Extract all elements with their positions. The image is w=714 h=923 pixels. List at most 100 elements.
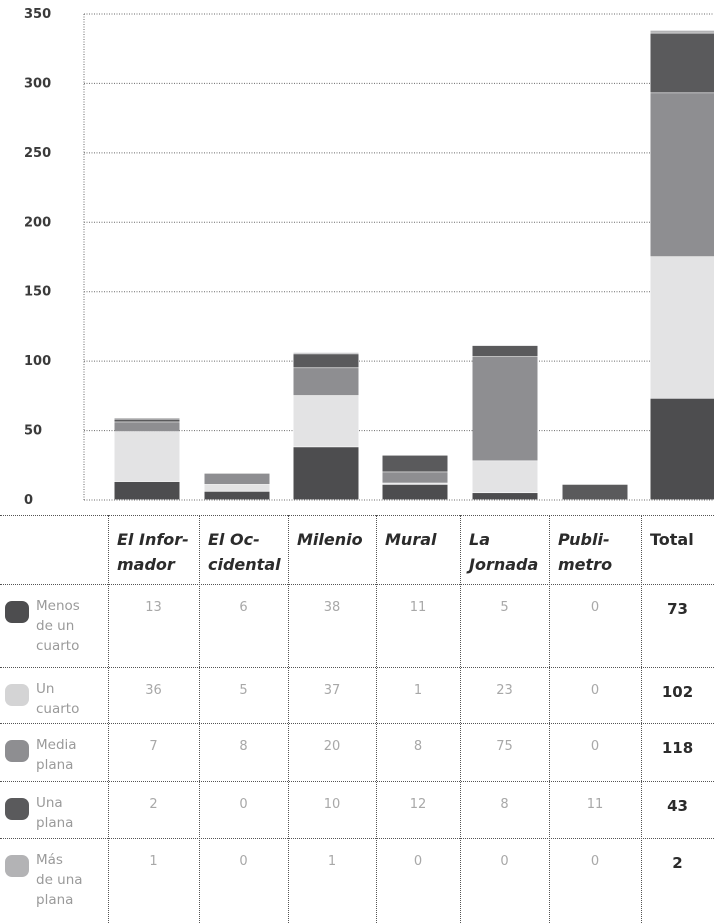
total-cell: 102 bbox=[661, 683, 694, 701]
bar-segment bbox=[650, 257, 714, 399]
table-column-divider bbox=[199, 515, 200, 923]
table-cell: 10 bbox=[323, 797, 341, 812]
table-column-divider bbox=[460, 515, 461, 923]
legend-swatch bbox=[5, 740, 29, 762]
y-tick-label: 250 bbox=[24, 146, 51, 161]
bar-segment bbox=[382, 483, 448, 485]
table-cell: 36 bbox=[145, 683, 162, 698]
table-cell: 8 bbox=[500, 797, 509, 812]
table-cell: 5 bbox=[239, 683, 248, 698]
bar-segment bbox=[293, 395, 359, 447]
bar-segment bbox=[114, 431, 180, 482]
column-header: El Infor-mador bbox=[117, 527, 196, 577]
y-tick-label: 200 bbox=[24, 215, 51, 230]
row-label-line: plana bbox=[36, 892, 74, 908]
table-cell: 2 bbox=[149, 797, 158, 812]
table-cell: 5 bbox=[500, 600, 509, 615]
table-cell: 0 bbox=[500, 854, 509, 869]
table-cell: 20 bbox=[323, 739, 341, 754]
row-label-line: Media bbox=[36, 737, 77, 753]
table-column-divider bbox=[108, 515, 109, 923]
bar-segment bbox=[114, 418, 180, 419]
table-cell: 0 bbox=[413, 854, 423, 869]
total-cell: 118 bbox=[661, 739, 694, 757]
y-tick-label: 100 bbox=[24, 354, 51, 369]
table-cell: 23 bbox=[496, 683, 513, 698]
column-header-line: El Oc- bbox=[208, 530, 260, 549]
column-header: Mural bbox=[385, 527, 457, 552]
legend-swatch bbox=[5, 601, 29, 623]
bar-segment bbox=[382, 472, 448, 483]
table-cell: 1 bbox=[149, 854, 158, 869]
table-cell: 8 bbox=[239, 739, 248, 754]
table-cell: 38 bbox=[323, 600, 341, 615]
table-cell: 0 bbox=[590, 739, 600, 754]
table-row-divider bbox=[0, 515, 714, 516]
y-tick-label: 300 bbox=[24, 76, 51, 91]
y-tick-label: 0 bbox=[24, 493, 33, 505]
bar-segment bbox=[114, 422, 180, 432]
bar-segment bbox=[114, 481, 180, 500]
bar-segment bbox=[382, 484, 448, 500]
column-header-line: mador bbox=[117, 555, 175, 574]
bar-segment bbox=[204, 491, 270, 500]
column-header: Total bbox=[650, 527, 711, 552]
column-header: Publi-metro bbox=[558, 527, 638, 577]
bar-segment bbox=[650, 93, 714, 257]
bar-segment bbox=[293, 354, 359, 368]
bar-segment bbox=[472, 356, 538, 461]
column-header-line: cidental bbox=[208, 555, 281, 574]
bar-segment bbox=[114, 419, 180, 422]
total-cell: 73 bbox=[667, 600, 688, 618]
row-label: Un cuarto bbox=[36, 679, 79, 719]
bar-segment bbox=[382, 455, 448, 472]
row-label: Menos de un cuarto bbox=[36, 596, 80, 656]
table-cell: 0 bbox=[590, 683, 600, 698]
table-cell: 12 bbox=[409, 797, 427, 812]
row-label-line: plana bbox=[36, 757, 74, 773]
row-label-line: plana bbox=[36, 815, 74, 831]
table-column-divider bbox=[641, 515, 642, 923]
row-label-line: Más bbox=[36, 852, 63, 868]
column-header-line: Mural bbox=[385, 530, 437, 549]
bar-segment bbox=[472, 493, 538, 500]
bar-segment bbox=[650, 398, 714, 500]
table-cell: 0 bbox=[590, 854, 600, 869]
column-header: El Oc-cidental bbox=[208, 527, 285, 577]
bar-segment bbox=[293, 447, 359, 500]
row-label-line: de un bbox=[36, 618, 75, 634]
table-cell: 13 bbox=[145, 600, 162, 615]
bar-segment bbox=[293, 368, 359, 396]
y-tick-label: 150 bbox=[24, 285, 51, 300]
total-cell: 43 bbox=[667, 797, 688, 815]
table-cell: 0 bbox=[239, 797, 248, 812]
column-header-line: Publi- bbox=[558, 530, 610, 549]
table-cell: 1 bbox=[413, 683, 423, 698]
table-cell: 0 bbox=[239, 854, 248, 869]
chart-grid bbox=[83, 13, 714, 501]
y-axis-ticks: 0 50 100 150 200 250 300 350 bbox=[24, 7, 51, 505]
row-label: Una plana bbox=[36, 793, 73, 833]
column-header-line: metro bbox=[558, 555, 613, 574]
table-row-divider bbox=[0, 838, 714, 839]
bar-segment bbox=[562, 484, 628, 500]
stacked-bar-chart: 0 50 100 150 200 250 300 350 bbox=[24, 7, 714, 505]
table-cell: 11 bbox=[409, 600, 427, 615]
bar-segment bbox=[204, 473, 270, 485]
table-cell: 37 bbox=[323, 683, 341, 698]
table-cell: 1 bbox=[327, 854, 337, 869]
bar-segment bbox=[204, 484, 270, 492]
column-header-line: Milenio bbox=[297, 530, 363, 549]
column-header-line: El Infor- bbox=[117, 530, 189, 549]
column-header-line: La bbox=[469, 530, 490, 549]
y-tick-label: 50 bbox=[24, 424, 42, 439]
table-row-divider bbox=[0, 667, 714, 668]
table-cell: 8 bbox=[413, 739, 423, 754]
row-label-line: cuarto bbox=[36, 701, 80, 717]
table-cell: 6 bbox=[239, 600, 248, 615]
bar-segment bbox=[293, 352, 359, 354]
table-column-divider bbox=[376, 515, 377, 923]
table-row-divider bbox=[0, 781, 714, 782]
legend-swatch bbox=[5, 798, 29, 820]
